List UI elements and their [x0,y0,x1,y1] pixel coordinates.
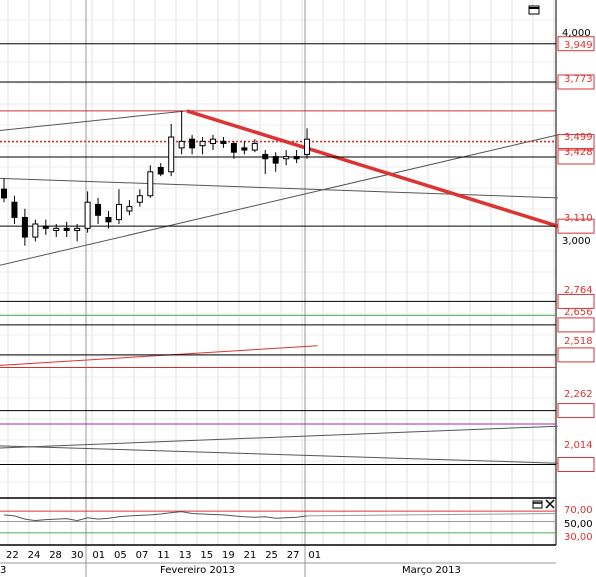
x-month-label-fevereiro: Fevereiro 2013 [160,565,235,576]
x-day-label: 19 [222,550,235,561]
indicator-panel [0,497,557,546]
price-tag-box [557,36,595,52]
candle-body [293,156,300,160]
main-panel-maximize-icon[interactable] [528,5,540,15]
candle-body [262,153,269,160]
price-tag-box [557,317,595,333]
x-day-label: 25 [265,550,278,561]
price-tag-box [557,457,595,473]
x-day-label: 05 [114,550,127,561]
price-tag-2764: 2,764 [564,285,593,296]
candle-body [220,140,227,145]
candle-body [230,143,237,153]
candle-body [126,206,133,212]
x-day-label: 22 [6,550,19,561]
price-tag-2014: 2,014 [564,440,593,451]
candle-body [251,143,258,151]
trendline-red-falling [186,109,559,228]
candle-body [63,227,70,232]
price-tag-2262: 2,262 [564,389,593,400]
candle-body [11,201,18,218]
candle-body [84,201,91,229]
x-day-label: 21 [244,550,257,561]
candle-body [272,156,279,164]
price-tag-box [557,218,595,234]
candle-body [105,216,112,223]
trendline-bottom-rising [0,425,558,449]
price-tag-box [557,134,595,150]
trendline-lower-flat [0,177,558,199]
candle-body [115,203,122,221]
price-tag-box [557,403,595,419]
price-tag-3949: 3,949 [564,40,593,51]
trendline-upper-channel [0,110,187,131]
candle-body [21,216,28,238]
candle-body [199,140,206,147]
price-tag-box [557,74,595,90]
indicator-panel-maximize-icon[interactable] [532,500,543,509]
price-tag-3110: 3,110 [564,213,593,224]
indicator-tick-70: 70,00 [564,505,593,516]
candle-body [147,171,154,197]
candle-body [95,203,102,216]
x-day-label: 24 [28,550,41,561]
chart-grid [0,0,557,577]
candlestick-series [1,110,311,246]
indicator-line [3,511,308,522]
candle-body [1,188,7,199]
x-day-label: 07 [136,550,149,561]
candle-body [210,138,216,145]
axes: 22 24 28 30 01 05 07 11 13 15 19 21 25 27 01 [0,550,556,564]
candle-body [241,147,248,151]
x-day-label: 11 [157,550,170,561]
candle-body [283,156,290,160]
price-tag-3428: 3,428 [564,147,593,158]
trend-lines [0,109,559,464]
price-tag-box [557,293,595,309]
price-tag-2656: 2,656 [564,307,593,318]
indicator-tick-30: 30,00 [564,532,593,543]
x-day-label: 01 [308,550,321,561]
candle-body [157,166,164,175]
price-tag-box [557,149,595,165]
trendline-red-rising [0,345,318,366]
candle-body [168,136,175,173]
indicator-tick-50: 50,00 [564,519,593,530]
candle-body [42,225,49,229]
candle-body [189,138,196,149]
x-day-label: 01 [92,550,105,561]
x-day-label: 13 [179,550,192,561]
trendline-bottom-falling [0,445,558,464]
indicator-panel-close-icon[interactable] [545,499,555,509]
candle-body [53,227,60,232]
indicator-trend [307,513,557,517]
support-resistance-levels [0,36,595,473]
y-tick-label-4000: 4,000 [562,28,591,39]
candle-body [74,227,81,232]
price-tag-2518: 2,518 [564,336,593,347]
x-day-label: 30 [71,550,84,561]
x-day-label: 28 [49,550,62,561]
x-day-label: 27 [287,550,300,561]
candle-body [136,195,143,203]
price-tag-box [557,347,595,363]
x-month-label-marco: Março 2013 [402,565,461,576]
x-edge-label: 3 [0,565,6,576]
x-day-label: 15 [200,550,213,561]
price-tag-3499: 3,499 [564,132,593,143]
candle-body [178,140,185,149]
candle-body [32,223,39,238]
candle-body [304,138,311,155]
y-tick-label-3000: 3,000 [562,236,591,247]
price-tag-3773: 3,773 [564,74,593,85]
